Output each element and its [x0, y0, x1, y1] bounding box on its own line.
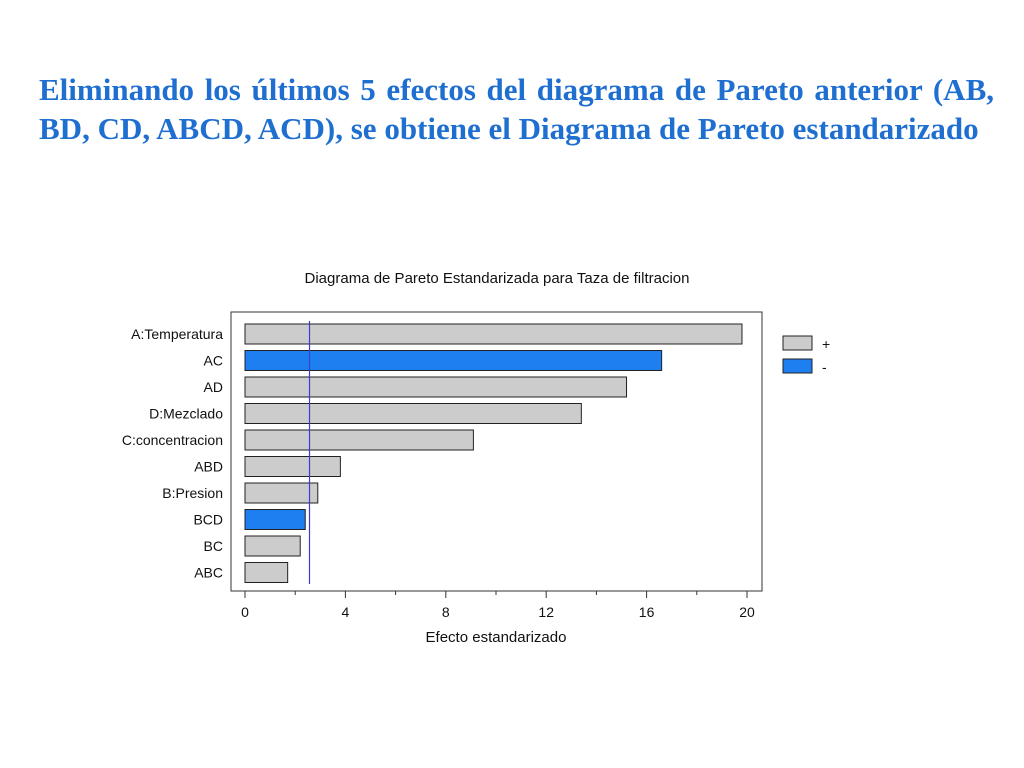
- category-label: BC: [204, 538, 223, 554]
- legend-label: +: [822, 336, 830, 352]
- category-label: AD: [204, 379, 223, 395]
- bar-7: [244, 509, 306, 530]
- bar-2: [244, 376, 628, 398]
- bar-0: [244, 323, 743, 345]
- category-label: ABC: [194, 565, 223, 581]
- bar-9: [244, 562, 289, 583]
- chart-title: Diagrama de Pareto Estandarizada para Ta…: [305, 270, 690, 287]
- legend: +-: [782, 335, 830, 375]
- bar-1: [244, 350, 663, 371]
- bar-8: [244, 535, 301, 557]
- category-label: A:Temperatura: [131, 326, 223, 342]
- x-tick-label: 0: [241, 604, 249, 620]
- category-label: ABD: [194, 459, 223, 475]
- legend-label: -: [822, 359, 827, 375]
- category-label: D:Mezclado: [149, 406, 223, 422]
- x-tick-label: 16: [639, 604, 655, 620]
- bar-6: [244, 482, 319, 504]
- bar-3: [244, 403, 582, 424]
- x-tick-label: 20: [739, 604, 755, 620]
- x-tick-label: 8: [442, 604, 450, 620]
- bar-5: [244, 456, 341, 477]
- category-label: BCD: [193, 512, 223, 528]
- x-axis-label: Efecto estandarizado: [426, 629, 567, 646]
- x-axis: 0 4 8 12 16 20: [241, 591, 755, 620]
- bar-4: [244, 429, 474, 451]
- category-label: C:concentracion: [122, 432, 223, 448]
- x-tick-label: 4: [342, 604, 350, 620]
- category-label: AC: [204, 353, 223, 369]
- bars-group: [244, 323, 743, 583]
- legend-swatch: [782, 358, 813, 374]
- legend-swatch: [782, 335, 813, 351]
- category-labels: A:Temperatura AC AD D:Mezclado C:concentraci…: [122, 326, 223, 581]
- slide-heading: Eliminando los últimos 5 efectos del dia…: [39, 72, 994, 146]
- x-tick-label: 12: [538, 604, 554, 620]
- category-label: B:Presion: [162, 485, 223, 501]
